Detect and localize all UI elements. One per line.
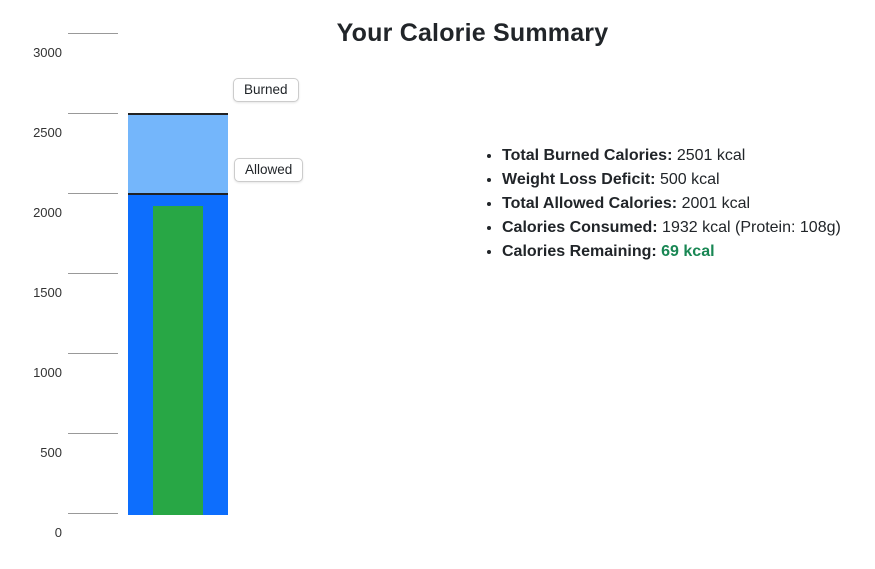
summary-item-label: Calories Consumed: [502, 219, 658, 236]
summary-item-label: Weight Loss Deficit: [502, 171, 656, 188]
y-axis-tick-label: 1500 [33, 285, 62, 300]
summary-item-value: 2501 kcal [676, 147, 746, 164]
y-axis-tick-label: 2000 [33, 205, 62, 220]
y-axis-tick-label: 1000 [33, 365, 62, 380]
allowed-bar-label: Allowed [234, 158, 304, 182]
y-axis-tick-label: 500 [40, 445, 62, 460]
summary-item-value: 500 kcal [659, 171, 720, 188]
summary-item-consumed: Calories Consumed: 1932 kcal (Protein: 1… [502, 216, 841, 240]
y-axis-tick [68, 33, 118, 34]
y-axis-tick [68, 273, 118, 274]
summary-item-label: Calories Remaining: [502, 243, 657, 260]
consumed-bar [153, 206, 203, 515]
summary-item-allowed: Total Allowed Calories: 2001 kcal [502, 192, 841, 216]
summary-item-value: 2001 kcal [681, 195, 751, 212]
y-axis-tick-label: 2500 [33, 125, 62, 140]
summary-item-deficit: Weight Loss Deficit: 500 kcal [502, 168, 841, 192]
burned-bar-label: Burned [233, 78, 299, 102]
summary-item-burned: Total Burned Calories: 2501 kcal [502, 144, 841, 168]
summary-item-label: Total Allowed Calories: [502, 195, 678, 212]
y-axis-tick [68, 113, 118, 114]
summary-item-remaining: Calories Remaining: 69 kcal [502, 240, 841, 264]
page-title: Your Calorie Summary [336, 19, 609, 47]
y-axis-tick [68, 193, 118, 194]
y-axis-tick-label: 0 [54, 525, 62, 540]
summary-item-value-remaining: 69 kcal [661, 243, 715, 260]
calorie-summary-list: Total Burned Calories: 2501 kcal Weight … [486, 144, 841, 264]
calorie-chart: Burned Allowed 0 500 1000 1500 2000 2500 3000 [0, 0, 340, 569]
summary-item-label: Total Burned Calories: [502, 147, 673, 164]
y-axis-tick [68, 513, 118, 514]
y-axis-tick [68, 433, 118, 434]
summary-item-value: 1932 kcal (Protein: 108g) [662, 219, 841, 236]
y-axis-tick [68, 353, 118, 354]
y-axis-tick-label: 3000 [33, 45, 62, 60]
